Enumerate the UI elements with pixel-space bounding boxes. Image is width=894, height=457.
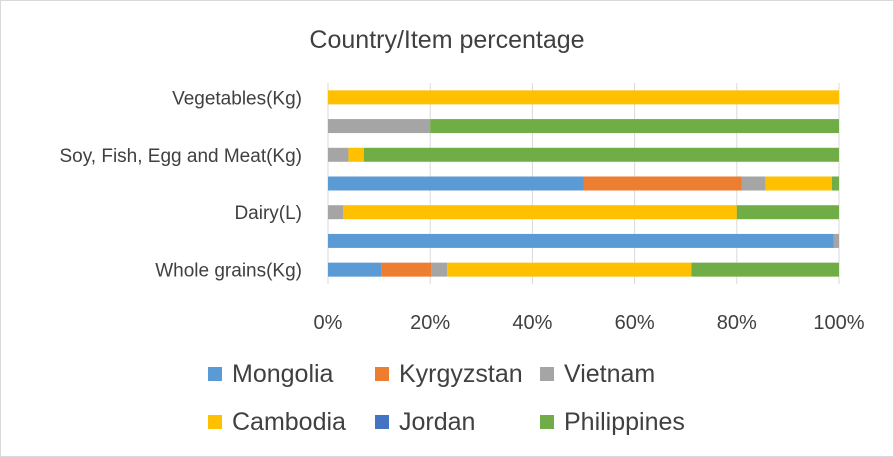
x-tick-label: 100% (813, 312, 864, 334)
x-tick-label: 60% (615, 312, 655, 334)
bar-segment (381, 262, 432, 277)
category-label: Soy, Fish, Egg and Meat(Kg) (59, 146, 302, 167)
legend-swatch (208, 367, 222, 381)
x-tick-label: 40% (512, 312, 552, 334)
category-label: Dairy(L) (234, 203, 302, 224)
bar-segment (348, 147, 364, 162)
x-tick-label: 0% (314, 312, 343, 334)
bar-segment (328, 262, 382, 277)
x-tick-labels: 0% 20% 40% 60% 80% 100% (314, 312, 865, 334)
legend-swatch (540, 415, 554, 429)
bar-segment (328, 119, 431, 134)
legend-label: Kyrgyzstan (399, 360, 523, 388)
bar-segment (328, 233, 834, 248)
bar-segment (343, 205, 737, 220)
x-tick-label: 20% (410, 312, 450, 334)
bar-segment (328, 147, 349, 162)
category-label: Vegetables(Kg) (172, 88, 302, 109)
legend: Mongolia Kyrgyzstan Vietnam Cambodia Jordan P… (208, 360, 685, 436)
bar-segment (736, 205, 839, 220)
bar-segment (583, 176, 742, 191)
legend-swatch (375, 367, 389, 381)
bar-segment (430, 119, 839, 134)
bar-segment (447, 262, 692, 277)
chart-title: Country/Item percentage (309, 26, 584, 54)
bar-segment (363, 147, 839, 162)
bar-segment (328, 176, 584, 191)
bar-segment (765, 176, 832, 191)
legend-label: Cambodia (232, 408, 346, 436)
category-label: Whole grains(Kg) (155, 261, 302, 282)
bar-segment (328, 205, 344, 220)
bar-segment (431, 262, 448, 277)
legend-label: Mongolia (232, 360, 334, 388)
bars (328, 90, 839, 277)
bar-segment (831, 176, 839, 191)
bar-segment (741, 176, 766, 191)
x-tick-label: 80% (717, 312, 757, 334)
legend-label: Philippines (564, 408, 685, 436)
category-labels: Whole grains(Kg) Dairy(L) Soy, Fish, Egg a… (59, 88, 302, 281)
legend-label: Vietnam (564, 360, 655, 388)
legend-swatch (540, 367, 554, 381)
legend-label: Jordan (399, 408, 475, 436)
bar-segment (328, 90, 839, 105)
legend-swatch (375, 415, 389, 429)
bar-segment (691, 262, 839, 277)
bar-segment (833, 233, 839, 248)
legend-swatch (208, 415, 222, 429)
